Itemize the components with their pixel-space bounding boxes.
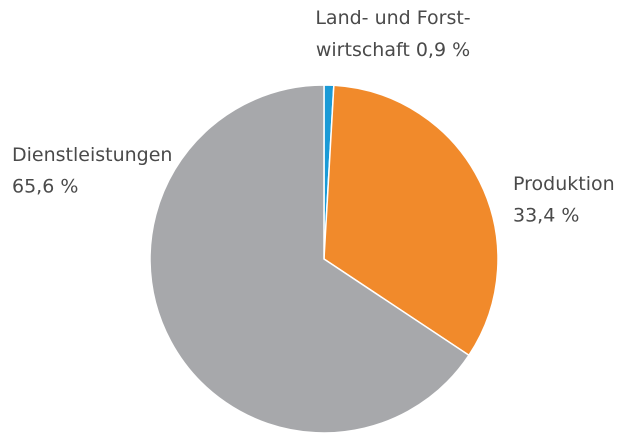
value-label: 65,6 % [12, 176, 78, 198]
slice-label: Dienstleistungen [12, 144, 172, 166]
slice-label: wirtschaft 0,9 % [316, 39, 470, 61]
pie-slice [149, 84, 470, 434]
category-label: Land- und Forst- [315, 7, 470, 29]
category-label: wirtschaft [316, 39, 410, 61]
slice-label: Produktion [513, 173, 615, 195]
category-label: Dienstleistungen [12, 144, 172, 166]
value-label: 0,9 % [416, 39, 470, 61]
category-label: Produktion [513, 173, 615, 195]
slice-label: Land- und Forst- [315, 7, 470, 29]
value-label: 33,4 % [513, 205, 579, 227]
